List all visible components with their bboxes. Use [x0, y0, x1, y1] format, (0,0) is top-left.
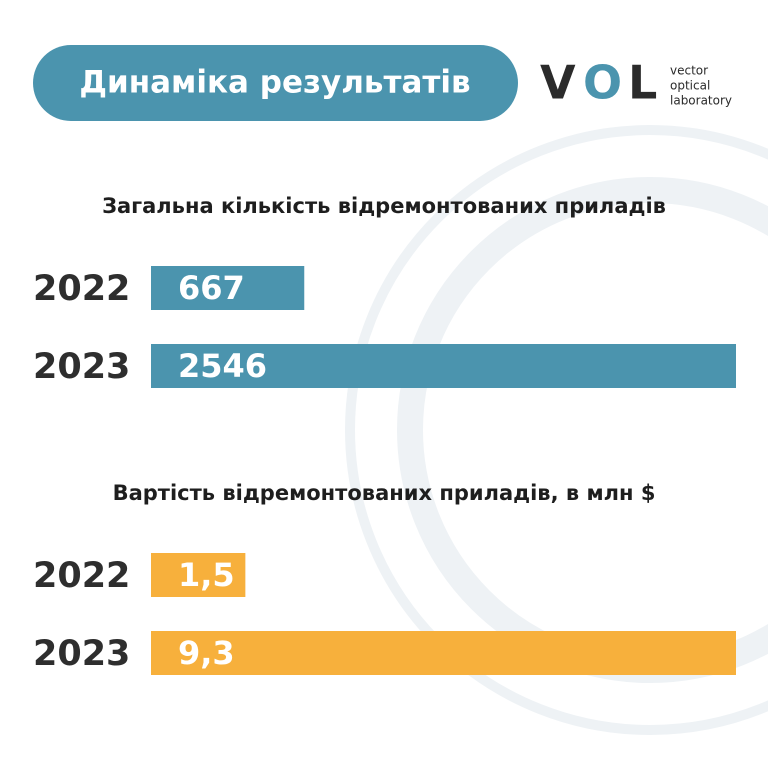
logo-tagline: laboratory [670, 94, 732, 108]
bar [151, 266, 305, 310]
bar [151, 344, 736, 388]
value-label: 9,3 [178, 634, 235, 672]
year-label: 2023 [33, 347, 130, 387]
bar [151, 631, 736, 675]
value-label: 667 [178, 269, 245, 307]
chart-title: Загальна кількість відремонтованих прила… [102, 194, 666, 218]
year-label: 2022 [33, 556, 130, 596]
logo-letter: O [583, 56, 622, 110]
logo-tagline: vector [670, 64, 708, 78]
header-title: Динаміка результатів [79, 65, 470, 101]
year-label: 2023 [33, 634, 130, 674]
value-label: 2546 [178, 347, 267, 385]
logo-letter: L [628, 56, 657, 110]
logo: V O L vector optical laboratory [540, 56, 732, 110]
logo-letter: V [540, 56, 576, 110]
value-label: 1,5 [178, 556, 235, 594]
chart-title: Вартість відремонтованих приладів, в млн… [113, 481, 656, 505]
ring [345, 125, 768, 735]
ring [397, 177, 768, 683]
logo-tagline: optical [670, 79, 710, 93]
header-pill [33, 45, 518, 121]
bar [151, 553, 246, 597]
year-label: 2022 [33, 269, 130, 309]
